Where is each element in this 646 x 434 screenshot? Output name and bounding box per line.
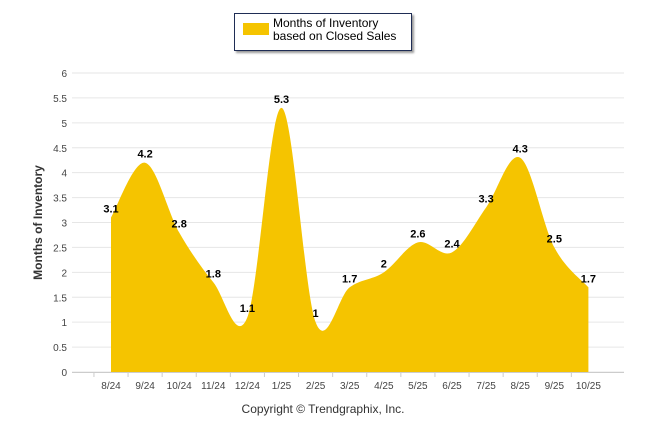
data-label: 1.7 — [581, 273, 596, 285]
data-label: 4.2 — [137, 149, 152, 161]
data-label: 5.3 — [274, 94, 289, 106]
x-tick-label: 7/25 — [476, 381, 496, 392]
data-label: 4.3 — [513, 144, 528, 156]
y-tick-label: 3 — [61, 219, 67, 230]
x-tick-label: 10/25 — [576, 381, 601, 392]
y-tick-label: 1 — [61, 318, 67, 329]
copyright: Copyright © Trendgraphix, Inc. — [241, 402, 405, 416]
x-tick-label: 11/24 — [201, 381, 226, 392]
y-tick-label: 3.5 — [53, 194, 67, 205]
legend-label: Months of Inventory based on Closed Sale… — [273, 16, 397, 43]
x-tick-label: 6/25 — [442, 381, 462, 392]
x-tick-label: 2/25 — [306, 381, 326, 392]
data-label: 2 — [381, 258, 387, 270]
x-tick-label: 5/25 — [408, 381, 428, 392]
x-tick-label: 1/25 — [272, 381, 292, 392]
data-label: 3.3 — [478, 194, 493, 206]
y-tick-label: 6 — [61, 69, 67, 80]
y-tick-label: 0 — [61, 368, 67, 379]
x-tick-label: 12/24 — [235, 381, 260, 392]
y-tick-label: 5 — [61, 119, 67, 130]
data-label: 1.1 — [240, 303, 255, 315]
data-label: 1.7 — [342, 273, 357, 285]
legend-swatch — [243, 23, 269, 35]
y-tick-label: 1.5 — [53, 293, 67, 304]
y-tick-label: 4.5 — [53, 144, 67, 155]
x-tick-label: 10/24 — [167, 381, 192, 392]
data-label: 2.8 — [172, 218, 187, 230]
data-label: 2.6 — [410, 228, 425, 240]
data-label: 2.5 — [547, 233, 562, 245]
y-axis-label: Months of Inventory — [31, 165, 45, 280]
y-tick-label: 2 — [61, 268, 67, 279]
x-tick-label: 8/24 — [101, 381, 121, 392]
y-tick-label: 2.5 — [53, 243, 67, 254]
data-label: 1.8 — [206, 268, 221, 280]
y-tick-label: 5.5 — [53, 94, 67, 105]
x-tick-label: 3/25 — [340, 381, 360, 392]
x-tick-label: 8/25 — [510, 381, 530, 392]
x-tick-label: 9/25 — [545, 381, 565, 392]
data-label: 3.1 — [103, 204, 118, 216]
x-tick-label: 4/25 — [374, 381, 394, 392]
data-label: 2.4 — [444, 238, 460, 250]
y-tick-label: 0.5 — [53, 343, 67, 354]
y-tick-label: 4 — [61, 169, 67, 180]
x-tick-label: 9/24 — [135, 381, 155, 392]
series-area — [111, 107, 589, 372]
legend: Months of Inventory based on Closed Sale… — [234, 13, 412, 51]
data-label: 1 — [313, 308, 319, 320]
